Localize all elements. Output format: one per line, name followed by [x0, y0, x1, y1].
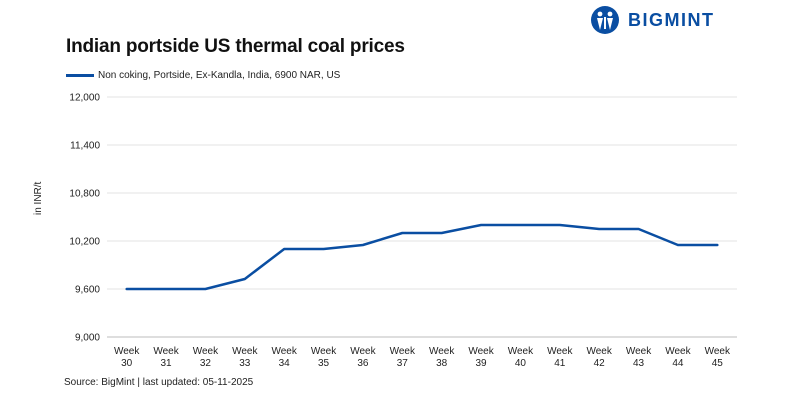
x-tick-label: Week 38 [429, 346, 455, 369]
y-tick-label: 10,200 [69, 237, 100, 248]
series-line [125, 223, 719, 291]
y-tick-label: 12,000 [69, 93, 100, 104]
y-tick-label: 11,400 [70, 141, 100, 152]
legend-swatch [66, 74, 94, 77]
x-tick-label: Week 41 [547, 346, 573, 369]
source-note: Source: BigMint | last updated: 05-11-20… [64, 377, 254, 388]
x-tick-label: Week 44 [665, 346, 691, 369]
y-tick-label: 9,600 [75, 285, 100, 296]
brand-logo: BIGMINT [590, 4, 715, 36]
bigmint-logo-icon [591, 6, 619, 34]
x-tick-label: Week 36 [350, 346, 376, 369]
x-tick-label: Week 30 [114, 346, 140, 369]
legend: Non coking, Portside, Ex-Kandla, India, … [66, 70, 340, 81]
x-tick-label: Week 31 [153, 346, 179, 369]
x-tick-label: Week 34 [271, 346, 297, 369]
chart-title: Indian portside US thermal coal prices [66, 36, 405, 57]
brand-name: BIGMINT [628, 9, 715, 30]
x-tick-label: Week 33 [232, 346, 258, 369]
x-tick-label: Week 45 [705, 346, 731, 369]
x-tick-label: Week 35 [311, 346, 337, 369]
x-tick-label: Week 32 [193, 346, 219, 369]
x-tick-label: Week 37 [390, 346, 416, 369]
y-tick-label: 10,800 [69, 189, 100, 200]
x-tick-label: Week 39 [468, 346, 494, 369]
legend-label: Non coking, Portside, Ex-Kandla, India, … [98, 70, 341, 81]
y-tick-label: 9,000 [75, 333, 100, 344]
x-tick-label: Week 40 [508, 346, 534, 369]
x-tick-label: Week 43 [626, 346, 652, 369]
x-tick-label: Week 42 [586, 346, 612, 369]
